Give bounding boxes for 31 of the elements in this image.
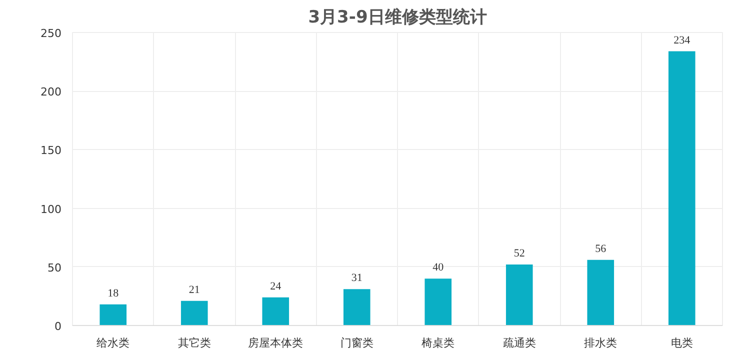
x-tick-label: 椅桌类 [422, 336, 455, 350]
bar [343, 289, 370, 326]
bar [506, 264, 533, 326]
bar [262, 297, 290, 326]
x-tick-label: 门窗类 [340, 336, 374, 350]
y-tick-label: 250 [40, 27, 62, 40]
x-tick-label: 其它类 [178, 336, 211, 350]
y-tick-label: 0 [54, 320, 62, 333]
y-tick-label: 100 [40, 202, 62, 216]
bar [180, 300, 208, 326]
bar [100, 304, 127, 326]
y-tick-label: 50 [48, 261, 62, 274]
data-label: 56 [595, 242, 607, 255]
data-label: 52 [514, 248, 525, 260]
data-label: 40 [432, 262, 444, 274]
data-label: 18 [108, 287, 120, 300]
data-label: 234 [674, 34, 691, 46]
chart-title: 3月3-9日维修类型统计 [308, 8, 487, 28]
data-label: 21 [188, 284, 200, 296]
x-tick-label: 排水类 [584, 336, 618, 350]
x-tick-label: 给水类 [96, 336, 130, 350]
x-tick-label: 疏通类 [502, 336, 536, 350]
data-label: 31 [351, 272, 362, 284]
y-tick-label: 200 [40, 86, 62, 99]
bar [587, 260, 614, 326]
bar [668, 51, 696, 326]
data-label: 24 [270, 280, 282, 292]
x-tick-label: 房屋本体类 [248, 336, 304, 350]
y-tick-label: 150 [40, 144, 62, 158]
bar [424, 278, 452, 326]
x-tick-label: 电类 [670, 336, 693, 350]
